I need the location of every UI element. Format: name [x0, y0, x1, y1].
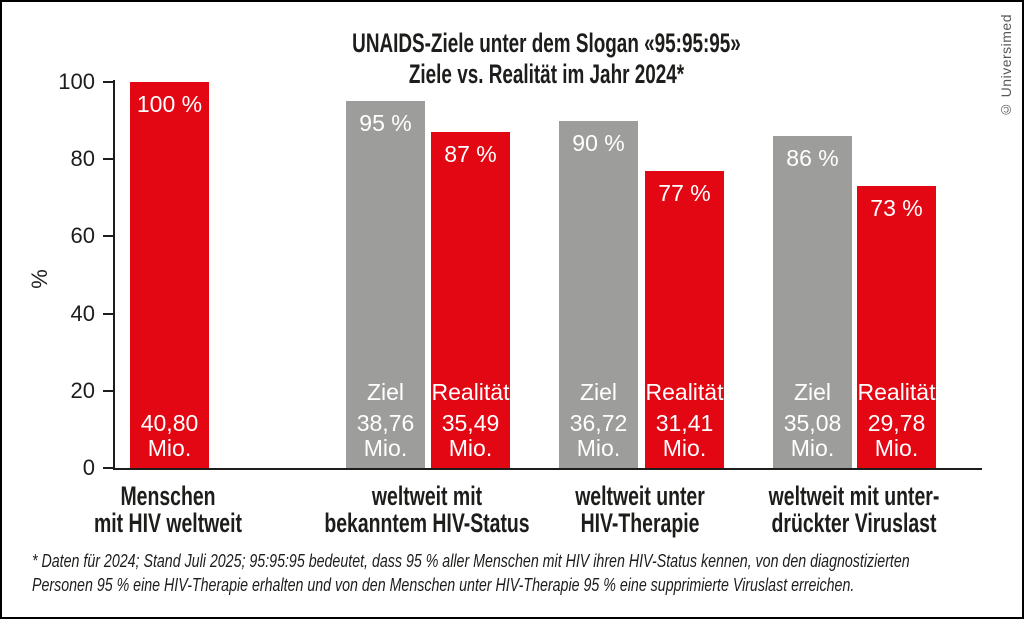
copyright-credit: © Universimed: [998, 14, 1014, 119]
bar-bottom-block: Realität 31,41 Mio.: [645, 380, 724, 461]
bar-amount: 36,72: [569, 410, 628, 436]
category-label-line: drückter Viruslast: [771, 508, 936, 538]
category-label-line: mit HIV weltweit: [93, 508, 242, 538]
bar-amount: 38,76: [356, 410, 415, 436]
category-label-line: bekanntem HIV-Status: [323, 508, 530, 538]
y-axis-tick: [103, 467, 113, 469]
y-axis-label: %: [27, 269, 52, 289]
y-axis-tick: [103, 312, 113, 315]
y-axis-tick-label: 80: [70, 146, 95, 172]
category-label-line: Menschen: [119, 481, 216, 511]
bar-percent-label: 90 %: [572, 129, 625, 156]
bar-realität: 77 % Realität 31,41 Mio.: [645, 170, 724, 468]
y-axis-tick: [103, 81, 113, 83]
bar-unit: Mio.: [363, 435, 408, 461]
bar-series-label: Ziel: [579, 379, 618, 405]
footnote: * Daten für 2024; Stand Juli 2025; 95:95…: [32, 549, 910, 597]
footnote-line-2: Personen 95 % eine HIV-Therapie erhalten…: [32, 575, 855, 595]
y-axis-tick-label: 100: [58, 69, 95, 94]
bar-percent-label: 77 %: [658, 179, 711, 206]
plot-area: 0 20 40 60 80 100 100 % 40,80 Mio. 95 % Ziel 38,76 M…: [58, 69, 982, 480]
y-axis-tick-label: 40: [70, 300, 95, 326]
bar-amount: 35,49: [441, 410, 500, 436]
y-axis-tick: [103, 389, 113, 392]
y-axis-tick-label: 20: [70, 377, 95, 403]
bar-percent-label: 87 %: [444, 141, 497, 168]
bar-unit: Mio.: [662, 435, 707, 461]
bar-amount: 35,08: [783, 410, 842, 436]
category-label: weltweit unter HIV-Therapie: [514, 483, 766, 537]
bar-bottom-block: Ziel 36,72 Mio.: [559, 380, 638, 461]
bar-ziel: 86 % Ziel 35,08 Mio.: [773, 136, 852, 468]
category-label: weltweit mit unter-drückter Viruslast: [728, 483, 980, 537]
category-label-line: HIV-Therapie: [580, 508, 699, 538]
bar-bottom-block: Realität 35,49 Mio.: [431, 380, 510, 461]
category-label: Menschen mit HIV weltweit: [41, 483, 293, 537]
bar-realität: 87 % Realität 35,49 Mio.: [431, 132, 510, 468]
category-label-line: weltweit unter: [574, 481, 705, 511]
category-label-line: weltweit mit unter-: [768, 481, 939, 511]
category-label-line: weltweit mit: [371, 481, 482, 511]
bar-series-label: Realität: [645, 379, 724, 405]
bar-percent-label: 73 %: [870, 195, 923, 222]
footnote-line-1: * Daten für 2024; Stand Juli 2025; 95:95…: [32, 551, 910, 571]
bar-amount: 40,80: [140, 410, 199, 436]
y-axis-tick: [103, 158, 113, 161]
bar-unit: Mio.: [874, 435, 919, 461]
bar-total: 100 % 40,80 Mio.: [130, 82, 209, 468]
bar-ziel: 95 % Ziel 38,76 Mio.: [346, 101, 425, 468]
y-axis-tick-label: 60: [70, 223, 95, 249]
bar-series-label: Ziel: [793, 379, 832, 405]
chart-subtitle: Ziele vs. Realität im Jahr 2024*: [408, 59, 685, 89]
bar-bottom-block: Realität 29,78 Mio.: [857, 380, 936, 461]
bar-realität: 73 % Realität 29,78 Mio.: [857, 186, 936, 468]
bar-series-label: Realität: [857, 379, 936, 405]
bar-unit: Mio.: [147, 435, 192, 461]
category-label: weltweit mit bekanntem HIV-Status: [301, 483, 553, 537]
y-axis-tick: [103, 235, 113, 238]
bar-series-label: Realität: [431, 379, 510, 405]
bar-percent-label: 95 %: [359, 110, 412, 137]
bar-unit: Mio.: [790, 435, 835, 461]
chart-title: UNAIDS-Ziele unter dem Slogan «95:95:95»: [352, 28, 741, 58]
bar-amount: 29,78: [867, 410, 926, 436]
bar-bottom-block: Ziel 38,76 Mio.: [346, 380, 425, 461]
bar-ziel: 90 % Ziel 36,72 Mio.: [559, 120, 638, 468]
bar-unit: Mio.: [448, 435, 493, 461]
y-axis-tick-label: 0: [82, 455, 95, 480]
bar-series-label: Ziel: [366, 379, 405, 405]
bar-amount: 31,41: [655, 410, 714, 436]
bar-bottom-block: 40,80 Mio.: [130, 411, 209, 461]
bar-unit: Mio.: [576, 435, 621, 461]
bar-percent-label: 86 %: [786, 145, 839, 172]
bar-bottom-block: Ziel 35,08 Mio.: [773, 380, 852, 461]
bar-percent-label: 100 %: [136, 91, 203, 117]
